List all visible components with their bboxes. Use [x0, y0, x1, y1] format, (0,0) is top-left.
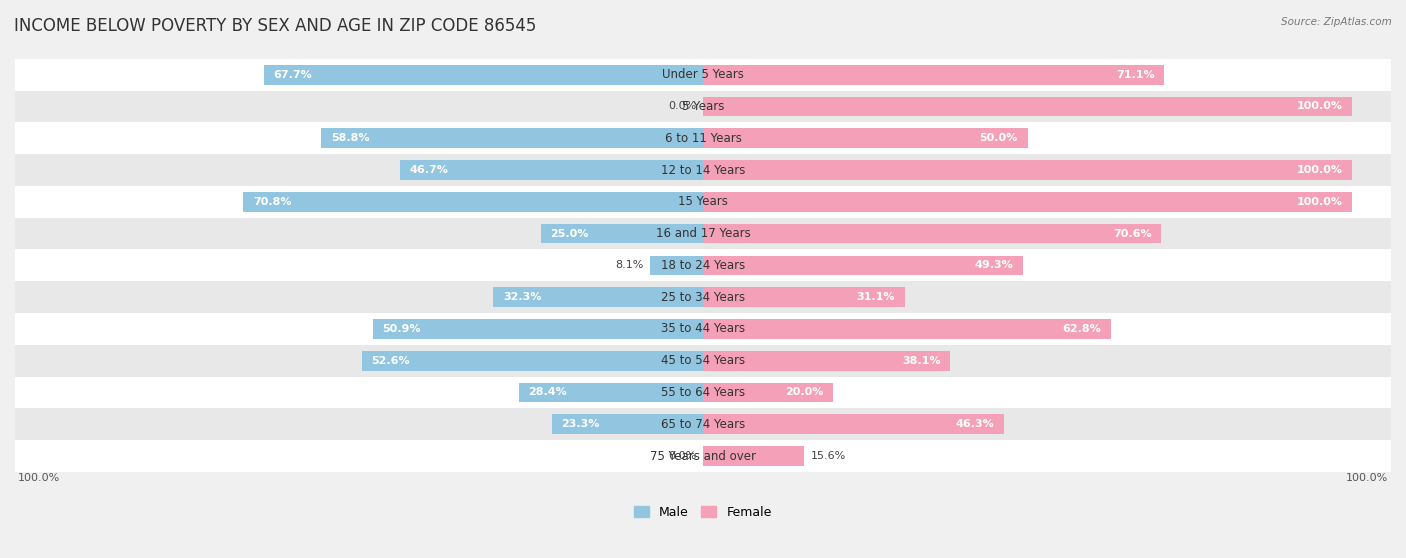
- Text: 52.6%: 52.6%: [371, 355, 411, 365]
- Text: 46.7%: 46.7%: [409, 165, 449, 175]
- Bar: [15, 345, 1391, 377]
- Bar: [361, 351, 703, 371]
- Text: 100.0%: 100.0%: [1296, 102, 1343, 112]
- Bar: [15, 90, 1391, 122]
- Text: 15.6%: 15.6%: [811, 451, 846, 461]
- Text: 62.8%: 62.8%: [1062, 324, 1101, 334]
- Text: 15 Years: 15 Years: [678, 195, 728, 208]
- Text: 32.3%: 32.3%: [503, 292, 541, 302]
- Bar: [15, 59, 1391, 90]
- Text: 50.9%: 50.9%: [382, 324, 420, 334]
- Bar: [263, 65, 703, 85]
- Bar: [15, 440, 1391, 472]
- Text: 100.0%: 100.0%: [1346, 474, 1388, 483]
- Bar: [15, 122, 1391, 154]
- Bar: [494, 287, 703, 307]
- Bar: [651, 256, 703, 275]
- Bar: [703, 97, 1353, 116]
- Text: 25 to 34 Years: 25 to 34 Years: [661, 291, 745, 304]
- Text: 5 Years: 5 Years: [682, 100, 724, 113]
- Text: 0.0%: 0.0%: [668, 451, 696, 461]
- Text: 8.1%: 8.1%: [616, 261, 644, 271]
- Text: 45 to 54 Years: 45 to 54 Years: [661, 354, 745, 367]
- Bar: [541, 224, 703, 243]
- Text: 25.0%: 25.0%: [551, 229, 589, 239]
- Bar: [703, 446, 804, 466]
- Bar: [243, 192, 703, 211]
- Text: 100.0%: 100.0%: [1296, 165, 1343, 175]
- Bar: [703, 128, 1028, 148]
- Text: Under 5 Years: Under 5 Years: [662, 68, 744, 81]
- Bar: [519, 383, 703, 402]
- Text: 100.0%: 100.0%: [18, 474, 60, 483]
- Bar: [703, 65, 1164, 85]
- Bar: [399, 160, 703, 180]
- Text: 0.0%: 0.0%: [668, 102, 696, 112]
- Text: 38.1%: 38.1%: [903, 355, 941, 365]
- Text: 67.7%: 67.7%: [273, 70, 312, 80]
- Bar: [15, 377, 1391, 408]
- Bar: [703, 351, 950, 371]
- Text: 55 to 64 Years: 55 to 64 Years: [661, 386, 745, 399]
- Text: 71.1%: 71.1%: [1116, 70, 1154, 80]
- Text: INCOME BELOW POVERTY BY SEX AND AGE IN ZIP CODE 86545: INCOME BELOW POVERTY BY SEX AND AGE IN Z…: [14, 17, 537, 35]
- Text: 31.1%: 31.1%: [856, 292, 896, 302]
- Text: Source: ZipAtlas.com: Source: ZipAtlas.com: [1281, 17, 1392, 27]
- Text: 6 to 11 Years: 6 to 11 Years: [665, 132, 741, 145]
- Bar: [703, 287, 905, 307]
- Text: 70.8%: 70.8%: [253, 197, 291, 207]
- Bar: [322, 128, 703, 148]
- Bar: [373, 319, 703, 339]
- Bar: [15, 154, 1391, 186]
- Text: 70.6%: 70.6%: [1114, 229, 1152, 239]
- Legend: Male, Female: Male, Female: [628, 500, 778, 525]
- Bar: [703, 415, 1004, 434]
- Text: 12 to 14 Years: 12 to 14 Years: [661, 163, 745, 176]
- Bar: [703, 256, 1024, 275]
- Text: 23.3%: 23.3%: [561, 419, 600, 429]
- Bar: [703, 160, 1353, 180]
- Bar: [15, 313, 1391, 345]
- Text: 65 to 74 Years: 65 to 74 Years: [661, 418, 745, 431]
- Bar: [15, 186, 1391, 218]
- Text: 16 and 17 Years: 16 and 17 Years: [655, 227, 751, 240]
- Text: 20.0%: 20.0%: [785, 387, 823, 397]
- Text: 58.8%: 58.8%: [330, 133, 370, 143]
- Bar: [15, 249, 1391, 281]
- Text: 18 to 24 Years: 18 to 24 Years: [661, 259, 745, 272]
- Text: 49.3%: 49.3%: [974, 261, 1014, 271]
- Text: 100.0%: 100.0%: [1296, 197, 1343, 207]
- Bar: [15, 408, 1391, 440]
- Text: 50.0%: 50.0%: [980, 133, 1018, 143]
- Bar: [15, 218, 1391, 249]
- Text: 46.3%: 46.3%: [955, 419, 994, 429]
- Bar: [703, 224, 1161, 243]
- Bar: [551, 415, 703, 434]
- Bar: [15, 281, 1391, 313]
- Text: 28.4%: 28.4%: [529, 387, 567, 397]
- Text: 35 to 44 Years: 35 to 44 Years: [661, 323, 745, 335]
- Bar: [703, 192, 1353, 211]
- Text: 75 Years and over: 75 Years and over: [650, 450, 756, 463]
- Bar: [703, 319, 1111, 339]
- Bar: [703, 383, 832, 402]
